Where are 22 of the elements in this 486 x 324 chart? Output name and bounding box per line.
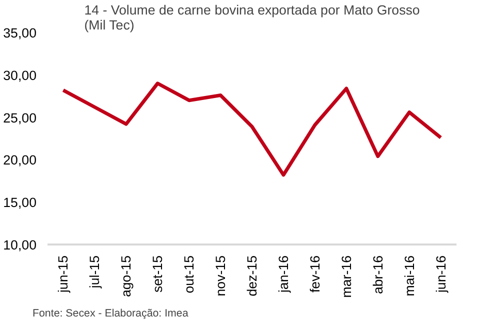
x-tick-label: abr-16 — [370, 255, 386, 294]
y-tick-label: 15,00 — [3, 195, 37, 210]
x-tick-label: jun-16 — [433, 255, 448, 294]
x-tick-label: dez-15 — [244, 255, 260, 296]
x-tick-label: fev-16 — [307, 255, 322, 293]
x-tick-label: out-15 — [182, 255, 197, 294]
y-tick-label: 25,00 — [3, 110, 37, 126]
y-tick-label: 35,00 — [3, 26, 37, 40]
line-series — [61, 82, 443, 177]
source-note: Fonte: Secex - Elaboração: Imea — [32, 308, 188, 320]
y-tick-label: 30,00 — [3, 68, 37, 83]
x-tick-label: ago-15 — [118, 255, 134, 297]
x-tick-label: mai-16 — [402, 255, 417, 296]
y-tick-label: 20,00 — [3, 152, 37, 168]
y-tick-label: 10,00 — [3, 238, 37, 252]
x-tick-label: mar-16 — [338, 256, 354, 298]
x-tick-label: jul-15 — [87, 255, 102, 290]
x-tick-label: jan-16 — [276, 255, 291, 294]
x-tick-label: nov-15 — [213, 255, 228, 296]
chart-title: 14 - Volume de carne bovina exportada por Mato Grosso (Mil Tec) — [84, 2, 420, 32]
x-tick-label: jun-15 — [56, 255, 71, 294]
x-tick-label: set-15 — [150, 255, 166, 293]
